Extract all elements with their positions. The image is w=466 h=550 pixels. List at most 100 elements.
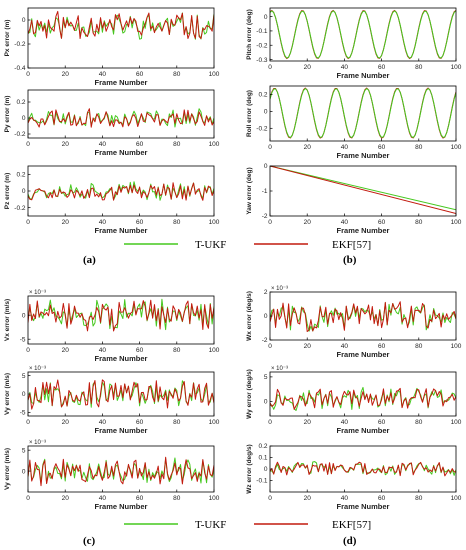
y-exponent-label: × 10⁻³	[271, 366, 288, 372]
x-tick-label: 100	[451, 419, 462, 426]
series-ekf-line	[28, 108, 214, 128]
legend-tukf-label-bottom: T-UKF	[195, 519, 226, 531]
x-tick-label: 40	[99, 71, 107, 78]
x-tick-label: 100	[451, 219, 462, 226]
y-tick-label: -2	[262, 213, 268, 220]
plot-frame	[27, 445, 215, 493]
y-tick-label: 0.2	[16, 172, 25, 179]
plot-frame	[269, 371, 457, 417]
x-tick-label: 20	[304, 419, 312, 426]
x-tick-label: 20	[62, 141, 70, 148]
x-tick-label: 0	[26, 219, 30, 226]
y-tick-label: 2	[264, 289, 268, 296]
y-exponent-label: × 10⁻³	[29, 366, 46, 372]
y-axis-label: Wy error (deg/s)	[246, 369, 253, 419]
x-tick-label: 60	[136, 495, 144, 502]
chart-roll: 0 20 40 60 80 100 0.2 0 -0.2 Frame Number Roll err…	[246, 85, 462, 160]
legend-bottom: T-UKF EKF[57]	[124, 519, 371, 531]
x-tick-label: 100	[451, 343, 462, 350]
series-tukf-line	[270, 88, 456, 139]
legend-tukf-label-top: T-UKF	[195, 239, 226, 251]
chart-pitch: 0 20 40 60 80 100 0 -0.1 -0.2 -0.3 Frame Number Pit…	[246, 7, 462, 80]
x-tick-label: 0	[268, 64, 272, 71]
caption-d: (d)	[343, 535, 357, 547]
x-tick-label: 0	[268, 419, 272, 426]
x-axis-label: Frame Number	[95, 78, 148, 87]
chart-yaw: 0 20 40 60 80 100 0 -1 -2 Frame Number Yaw error (…	[246, 163, 462, 235]
y-tick-label: -0.2	[14, 131, 26, 138]
x-tick-label: 60	[136, 141, 144, 148]
x-tick-label: 80	[415, 144, 423, 151]
caption-a: (a)	[83, 254, 96, 266]
x-tick-label: 60	[378, 64, 386, 71]
x-tick-label: 20	[62, 495, 70, 502]
x-tick-label: 100	[451, 144, 462, 151]
x-axis-label: Frame Number	[95, 426, 148, 435]
series-ekf-line	[28, 299, 214, 332]
y-tick-label: 5	[264, 374, 268, 381]
series-tukf-line	[270, 10, 456, 59]
y-tick-label: -5	[20, 410, 26, 417]
plot-frame	[269, 7, 457, 62]
x-tick-label: 80	[415, 495, 423, 502]
x-tick-label: 80	[173, 71, 181, 78]
y-tick-label: 0	[22, 17, 26, 24]
x-tick-label: 100	[451, 495, 462, 502]
series-ekf-line	[270, 387, 456, 410]
x-tick-label: 60	[136, 347, 144, 354]
x-axis-label: Frame Number	[337, 502, 390, 511]
y-tick-label: 0	[264, 399, 268, 406]
y-tick-label: 0	[264, 313, 268, 320]
x-tick-label: 20	[62, 71, 70, 78]
x-tick-label: 80	[415, 219, 423, 226]
chart-px: 0 20 40 60 80 100 0 -0.2 -0.4 Frame Number Px erro…	[4, 7, 220, 87]
series-tukf-line	[270, 166, 456, 211]
y-tick-label: 0	[264, 14, 268, 21]
y-axis-label: Pitch error (deg)	[246, 9, 253, 60]
caption-c: (c)	[83, 535, 96, 547]
x-tick-label: 80	[173, 495, 181, 502]
y-tick-label: 0.2	[258, 92, 267, 99]
x-tick-label: 80	[415, 419, 423, 426]
x-tick-label: 40	[341, 144, 349, 151]
series-ekf-line	[270, 301, 456, 333]
x-tick-label: 40	[341, 495, 349, 502]
y-axis-label: Wx error (deg/s)	[246, 291, 253, 341]
x-tick-label: 0	[26, 495, 30, 502]
x-axis-label: Frame Number	[337, 151, 390, 160]
x-tick-label: 40	[341, 343, 349, 350]
y-tick-label: 0.2	[16, 99, 25, 106]
y-tick-label: 0	[22, 391, 26, 398]
y-tick-label: 0	[22, 468, 26, 475]
y-tick-label: -0.2	[256, 126, 268, 133]
x-tick-label: 100	[209, 347, 220, 354]
x-tick-label: 0	[26, 71, 30, 78]
x-tick-label: 60	[378, 219, 386, 226]
x-tick-label: 20	[304, 343, 312, 350]
legend-ekf-label-bottom: EKF[57]	[332, 519, 371, 531]
x-tick-label: 80	[173, 141, 181, 148]
x-tick-label: 0	[268, 495, 272, 502]
x-tick-label: 60	[378, 343, 386, 350]
x-tick-label: 100	[209, 141, 220, 148]
y-axis-label: Vx error (m/s)	[4, 299, 11, 341]
x-tick-label: 0	[268, 144, 272, 151]
y-tick-label: 0	[22, 312, 26, 319]
x-tick-label: 40	[99, 347, 107, 354]
plot-frame	[269, 291, 457, 341]
series-ekf-line	[28, 456, 214, 487]
y-axis-label: Px error (m)	[4, 20, 11, 57]
x-tick-label: 60	[378, 144, 386, 151]
x-axis-label: Frame Number	[337, 426, 390, 435]
x-tick-label: 0	[268, 219, 272, 226]
y-tick-label: 0	[264, 466, 268, 473]
y-tick-label: -5	[20, 336, 26, 343]
series-ekf-line	[28, 379, 214, 410]
x-tick-label: 60	[136, 219, 144, 226]
chart-vy2: 0 20 40 60 80 100 5 0 × 10⁻³ Frame Number Vy error…	[4, 440, 220, 511]
x-tick-label: 0	[26, 419, 30, 426]
y-tick-label: -0.2	[256, 42, 268, 49]
x-tick-label: 80	[173, 219, 181, 226]
